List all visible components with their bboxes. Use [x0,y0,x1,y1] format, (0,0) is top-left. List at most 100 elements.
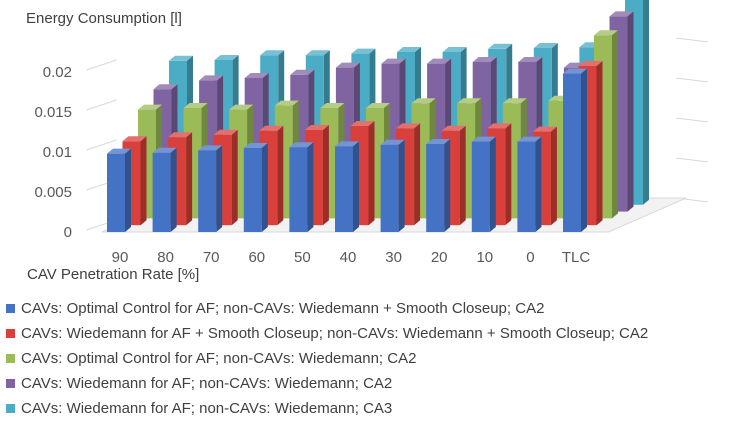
bar-front [243,148,262,232]
bar-top [229,104,254,110]
bar-side [170,147,177,232]
bar-side [186,132,193,226]
bar-side [398,139,405,232]
legend-swatch [6,404,15,413]
bar-side [643,0,649,205]
bar-top [138,104,162,110]
bar-side [125,148,131,232]
legend-label: CAVs: Wiedemann for AF; non-CAVs: Wiedem… [21,375,393,392]
bar-top [609,11,634,17]
bar-front [563,73,581,232]
x-tick-label: 60 [248,249,265,266]
x-axis-ticks: 90 80 70 60 50 40 30 20 10 0 TLC [112,249,591,266]
x-tick-label: 10 [476,249,493,266]
x-tick-label: 30 [385,249,402,266]
bar [198,145,223,232]
bar-top [472,57,497,62]
bar-top [243,143,268,148]
bar-side [535,136,542,232]
bar-top [426,139,451,144]
legend-swatch [6,304,15,313]
x-tick-label: TLC [562,249,591,266]
bar-front [471,141,490,232]
bar-top [290,69,315,75]
x-tick-label: 70 [203,249,220,266]
legend-swatch [6,329,15,338]
bar-top [381,58,406,64]
bar-top [320,103,345,108]
bar [289,142,314,232]
bar-side [627,11,634,212]
bar-top [411,98,436,104]
bar [107,148,131,232]
bar-top [563,68,587,74]
bar-side [140,136,147,226]
bar-front [335,146,353,232]
bar-top [366,103,390,108]
bar-side [459,125,466,226]
bar-side [261,143,268,232]
bar-top [335,62,360,68]
bar-top [199,75,224,81]
legend-item: CAVs: Optimal Control for AF; non-CAVs: … [6,296,726,321]
bar-side [550,126,557,226]
y-axis-label: Energy Consumption [l] [26,10,182,27]
gridline-right [676,157,709,163]
bar-top [594,30,618,36]
bar-top [502,98,527,104]
bar-top [305,50,330,56]
bar-top [260,50,285,56]
y-tick-label: 0.01 [43,144,72,161]
bar-top [153,84,178,90]
bar-top [152,147,177,153]
bar-side [612,30,618,219]
bar-top [427,58,452,64]
bar-side [322,125,329,226]
bar-side [489,136,496,232]
bar-front [289,147,308,232]
bar-top [107,148,131,154]
bar-top [396,123,421,129]
bar-side [414,123,421,226]
gridline-left [86,59,117,71]
bar-top [471,136,496,142]
bar-side [581,68,587,232]
y-tick-label: 0.02 [43,64,72,81]
bar [426,139,451,232]
bar-top [304,125,329,130]
bar [563,68,587,232]
bar-top [442,47,467,52]
bar-top [487,123,512,129]
bar-top [183,103,208,108]
bar-front [198,150,217,232]
bar-top [351,48,376,54]
x-tick-label: 50 [294,249,311,266]
bar-top [168,132,193,138]
y-tick-label: 0.005 [34,184,72,201]
chart-bars [107,0,649,232]
legend-label: CAVs: Optimal Control for AF; non-CAVs: … [21,350,417,367]
legend-swatch [6,379,15,388]
bar-top [289,142,314,148]
bar [471,136,496,232]
bar-top [533,43,558,48]
x-tick-label: 20 [431,249,448,266]
gridline-right [676,117,709,123]
bar [243,143,268,232]
bar-side [368,121,375,226]
gridline-right [676,77,709,83]
bar-top [532,126,557,132]
bar-side [307,142,314,232]
bar-front [517,141,536,232]
legend-label: CAVs: Wiedemann for AF; non-CAVs: Wiedem… [21,400,393,417]
legend-item: CAVs: Wiedemann for AF; non-CAVs: Wiedem… [6,371,726,396]
x-tick-label: 0 [526,249,534,266]
bar [335,141,359,232]
bar-top [169,55,193,61]
y-tick-label: 0 [64,224,72,241]
y-axis-ticks: 0 0.005 0.01 0.015 0.02 [34,64,72,241]
x-axis-label: CAV Penetration Rate [%] [27,266,199,283]
gridline-left [86,99,117,111]
bar-top [397,47,421,52]
bar-top [488,43,513,49]
